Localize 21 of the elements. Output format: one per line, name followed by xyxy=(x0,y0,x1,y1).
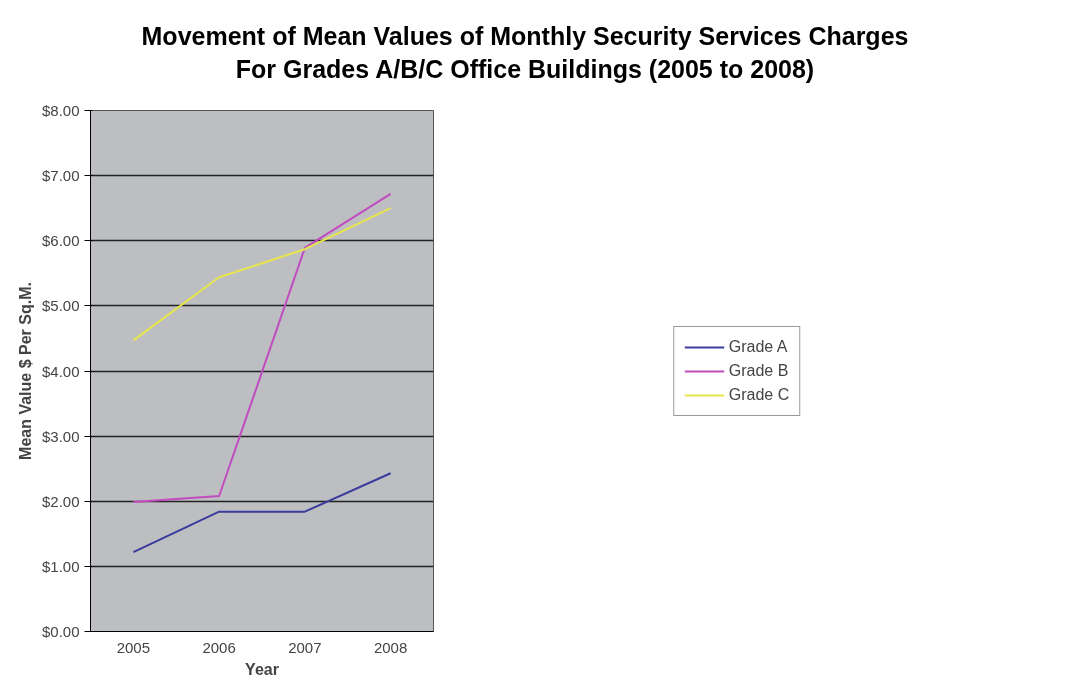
legend-label: Grade B xyxy=(728,361,789,380)
x-tick-label: 2005 xyxy=(116,638,151,656)
text: Movement of Mean Values of Monthly Security Services Charges For Grades A/B/C Office Buildings (2005 to 2008) xyxy=(141,21,909,85)
legend-label: Grade A xyxy=(728,337,788,356)
y-tick-label: $8.00 xyxy=(41,102,80,119)
line-series xyxy=(132,207,392,342)
y-tick-label: $3.00 xyxy=(41,427,80,445)
y-axis-title: Mean Value $ Per Sq.M. xyxy=(16,282,34,460)
line-series xyxy=(132,192,392,503)
y-tick-label: $1.00 xyxy=(41,557,80,575)
y-tick-label: $5.00 xyxy=(41,297,80,315)
y-tick-label: $6.00 xyxy=(41,232,80,250)
y-tick-label: $7.00 xyxy=(41,167,80,185)
legend-label: Grade C xyxy=(728,385,790,404)
y-tick-label: $0.00 xyxy=(41,623,80,640)
x-tick-label: 2006 xyxy=(202,638,236,656)
x-axis-title: Year xyxy=(245,660,279,678)
x-tick-label: 2008 xyxy=(373,638,408,656)
y-tick-label: $4.00 xyxy=(41,362,80,380)
y-tick-label: $2.00 xyxy=(41,492,80,510)
x-tick-label: 2007 xyxy=(288,638,322,656)
